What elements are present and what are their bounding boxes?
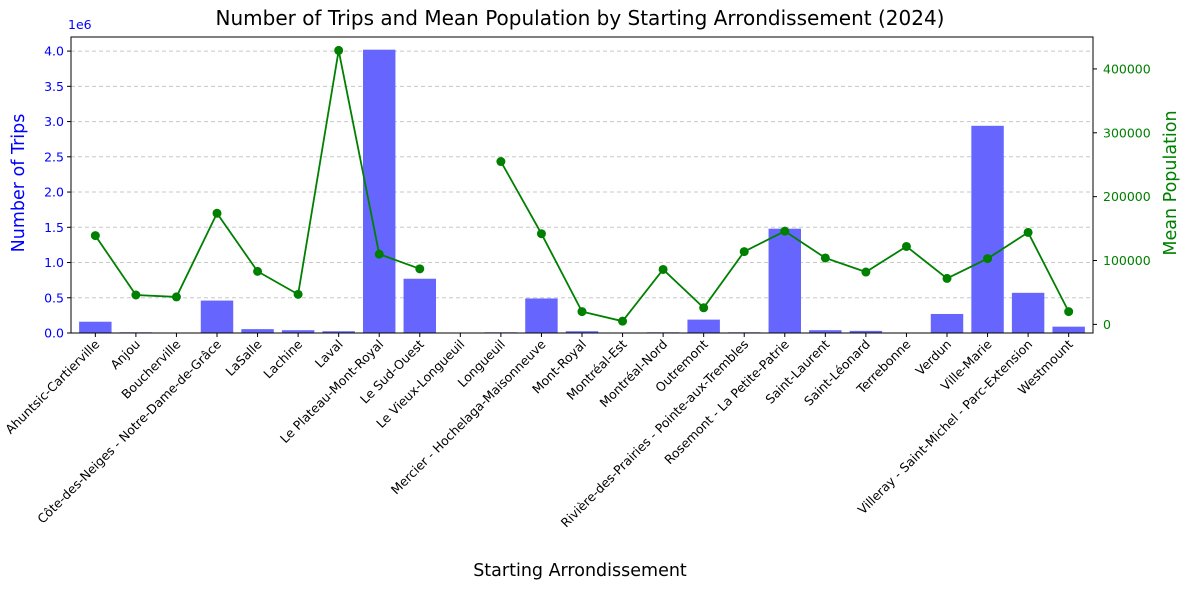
y-tick-label: 1.5 bbox=[44, 220, 64, 235]
population-point bbox=[90, 231, 100, 241]
bar bbox=[565, 331, 599, 333]
population-point bbox=[820, 253, 830, 263]
population-point bbox=[374, 249, 384, 259]
bar bbox=[281, 330, 315, 333]
population-point bbox=[171, 292, 181, 302]
bar bbox=[1011, 292, 1045, 333]
population-point bbox=[212, 208, 222, 218]
y-tick-label: 0.5 bbox=[44, 290, 64, 305]
x-tick-label: Anjou bbox=[107, 337, 143, 373]
x-tick-label: Rivière-des-Prairies - Pointe-aux-Trembl… bbox=[558, 337, 752, 531]
bar bbox=[687, 319, 720, 333]
population-point bbox=[1064, 307, 1074, 317]
population-point bbox=[739, 247, 749, 257]
population-point bbox=[334, 45, 344, 55]
y-tick-labels: 0.0 0.5 1.0 1.5 2.0 2.5 3.0 3.5 4.0 bbox=[44, 44, 64, 341]
population-point bbox=[496, 157, 506, 167]
bar bbox=[79, 321, 112, 333]
y-axis-label: Number of Trips bbox=[9, 114, 29, 253]
population-point bbox=[901, 241, 911, 251]
bar bbox=[322, 331, 355, 333]
axes bbox=[67, 36, 1097, 337]
population-point bbox=[942, 273, 952, 283]
x-tick-label: Laval bbox=[312, 337, 346, 371]
population-point bbox=[1023, 227, 1033, 237]
bar bbox=[200, 300, 234, 333]
y-tick-label: 4.0 bbox=[44, 44, 64, 59]
y-tick-label: 2.0 bbox=[44, 185, 64, 200]
y2-tick-label: 200000 bbox=[1103, 189, 1151, 204]
population-point bbox=[577, 307, 587, 317]
bar bbox=[971, 125, 1004, 333]
line-series bbox=[90, 45, 1074, 326]
chart-title: Number of Trips and Mean Population by S… bbox=[216, 6, 945, 30]
bar bbox=[363, 49, 396, 333]
y-tick-label: 3.0 bbox=[44, 114, 64, 129]
bar bbox=[809, 330, 842, 333]
y-tick-label: 3.5 bbox=[44, 79, 64, 94]
x-tick-label: LaSalle bbox=[222, 336, 265, 379]
x-axis-label: Starting Arrondissement bbox=[473, 561, 687, 581]
y-tick-label: 2.5 bbox=[44, 149, 64, 164]
population-point bbox=[699, 303, 709, 313]
population-point bbox=[861, 267, 871, 277]
population-point bbox=[983, 254, 993, 264]
plot-frame bbox=[70, 36, 1094, 334]
population-point bbox=[253, 266, 263, 276]
grid-lines bbox=[71, 50, 1093, 334]
x-tick-label: Lachine bbox=[260, 336, 305, 381]
y2-tick-label: 0 bbox=[1103, 317, 1111, 332]
y2-tick-label: 400000 bbox=[1103, 61, 1151, 76]
x-tick-labels: Ahuntsic-Cartierville AnjouBouchervilleCô… bbox=[2, 336, 1076, 530]
population-point bbox=[131, 290, 141, 300]
bar-series bbox=[79, 49, 1085, 333]
y2-tick-label: 300000 bbox=[1103, 125, 1151, 140]
bar bbox=[403, 278, 436, 333]
bar bbox=[241, 329, 274, 333]
y2-tick-labels: 0 100000 200000 300000 400000 bbox=[1103, 61, 1151, 331]
y2-tick-label: 100000 bbox=[1103, 253, 1151, 268]
x-tick-label: Ahuntsic-Cartierville bbox=[2, 336, 103, 437]
bar bbox=[1052, 326, 1085, 333]
bar bbox=[849, 330, 883, 333]
y-axis-offset-label: 1e6 bbox=[68, 17, 92, 32]
bar bbox=[525, 298, 558, 333]
population-point bbox=[536, 229, 546, 239]
population-point bbox=[658, 264, 668, 274]
population-point bbox=[293, 289, 303, 299]
population-point bbox=[780, 226, 790, 236]
y-tick-label: 0.0 bbox=[44, 326, 64, 341]
population-point bbox=[618, 316, 628, 326]
bar bbox=[768, 228, 801, 333]
y2-axis-label: Mean Population bbox=[1161, 110, 1181, 255]
population-point bbox=[415, 264, 425, 274]
y-tick-label: 1.0 bbox=[44, 255, 64, 270]
bar bbox=[930, 313, 964, 333]
